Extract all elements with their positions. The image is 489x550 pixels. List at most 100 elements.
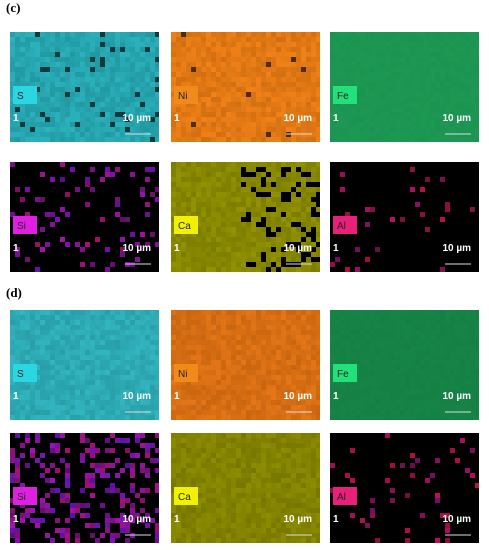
map-pixel <box>261 335 266 340</box>
map-pixel <box>186 37 191 42</box>
map-index: 1 <box>174 391 180 402</box>
map-pixel <box>221 187 226 192</box>
map-pixel <box>30 107 35 112</box>
map-pixel <box>75 350 80 355</box>
map-pixel <box>145 370 150 375</box>
map-pixel <box>460 400 465 405</box>
map-pixel <box>35 310 40 315</box>
map-pixel <box>60 177 65 182</box>
map-pixel <box>155 390 159 395</box>
map-pixel <box>291 360 296 365</box>
map-pixel <box>395 330 400 335</box>
map-pixel <box>35 315 40 320</box>
map-pixel <box>90 533 95 538</box>
map-pixel <box>355 320 360 325</box>
map-pixel <box>65 137 70 142</box>
map-pixel <box>125 47 130 52</box>
element-label: S <box>17 91 24 102</box>
map-pixel <box>340 172 345 177</box>
map-pixel <box>276 42 281 47</box>
map-pixel <box>95 360 100 365</box>
map-pixel <box>246 370 251 375</box>
map-pixel <box>301 222 306 227</box>
map-pixel <box>105 47 110 52</box>
map-pixel <box>120 405 125 410</box>
map-pixel <box>445 320 450 325</box>
map-pixel <box>115 400 120 405</box>
map-pixel <box>10 385 15 390</box>
map-pixel <box>355 415 360 420</box>
map-pixel <box>296 42 301 47</box>
map-pixel <box>276 32 281 37</box>
map-pixel <box>306 415 311 420</box>
map-pixel <box>176 167 181 172</box>
map-pixel <box>306 192 311 197</box>
map-pixel <box>95 87 100 92</box>
map-pixel <box>271 172 276 177</box>
map-pixel <box>251 227 256 232</box>
map-pixel <box>191 237 196 242</box>
map-pixel <box>316 102 320 107</box>
map-pixel <box>95 47 100 52</box>
map-pixel <box>25 395 30 400</box>
map-pixel <box>415 385 420 390</box>
map-pixel <box>311 370 316 375</box>
map-pixel <box>100 380 105 385</box>
map-pixel <box>150 42 155 47</box>
map-pixel <box>95 107 100 112</box>
map-pixel <box>30 448 35 453</box>
map-pixel <box>390 405 395 410</box>
map-pixel <box>420 42 425 47</box>
map-pixel <box>445 137 450 142</box>
map-pixel <box>385 102 390 107</box>
map-pixel <box>231 400 236 405</box>
map-pixel <box>236 390 241 395</box>
map-pixel <box>221 320 226 325</box>
map-pixel <box>430 400 435 405</box>
map-pixel <box>276 97 281 102</box>
map-pixel <box>256 232 261 237</box>
map-pixel <box>171 62 176 67</box>
map-pixel <box>420 410 425 415</box>
map-pixel <box>380 82 385 87</box>
map-pixel <box>430 415 435 420</box>
map-pixel <box>301 227 306 232</box>
map-pixel <box>271 92 276 97</box>
map-pixel <box>335 77 340 82</box>
map-pixel <box>460 320 465 325</box>
map-pixel <box>226 232 231 237</box>
map-pixel <box>440 137 445 142</box>
map-pixel <box>276 370 281 375</box>
map-pixel <box>350 390 355 395</box>
map-pixel <box>80 438 85 443</box>
map-pixel <box>100 137 105 142</box>
map-pixel <box>330 57 335 62</box>
map-pixel <box>286 87 291 92</box>
map-pixel <box>276 52 281 57</box>
map-pixel <box>460 390 465 395</box>
map-pixel <box>465 415 470 420</box>
scale-label: 10 µm <box>442 113 471 124</box>
map-pixel <box>296 237 301 242</box>
map-pixel <box>390 320 395 325</box>
map-pixel <box>345 122 350 127</box>
map-pixel <box>115 473 120 478</box>
map-pixel <box>311 315 316 320</box>
map-pixel <box>266 112 271 117</box>
map-pixel <box>70 405 75 410</box>
map-pixel <box>181 77 186 82</box>
element-label: Ni <box>178 91 187 102</box>
map-pixel <box>355 47 360 52</box>
map-pixel <box>55 320 60 325</box>
map-pixel <box>296 122 301 127</box>
map-pixel <box>435 132 440 137</box>
map-pixel <box>206 227 211 232</box>
map-pixel <box>105 518 110 523</box>
map-pixel <box>311 360 316 365</box>
map-pixel <box>360 42 365 47</box>
map-pixel <box>216 267 221 272</box>
map-pixel <box>105 172 110 177</box>
map-pixel <box>400 410 405 415</box>
map-pixel <box>335 340 340 345</box>
map-pixel <box>375 395 380 400</box>
